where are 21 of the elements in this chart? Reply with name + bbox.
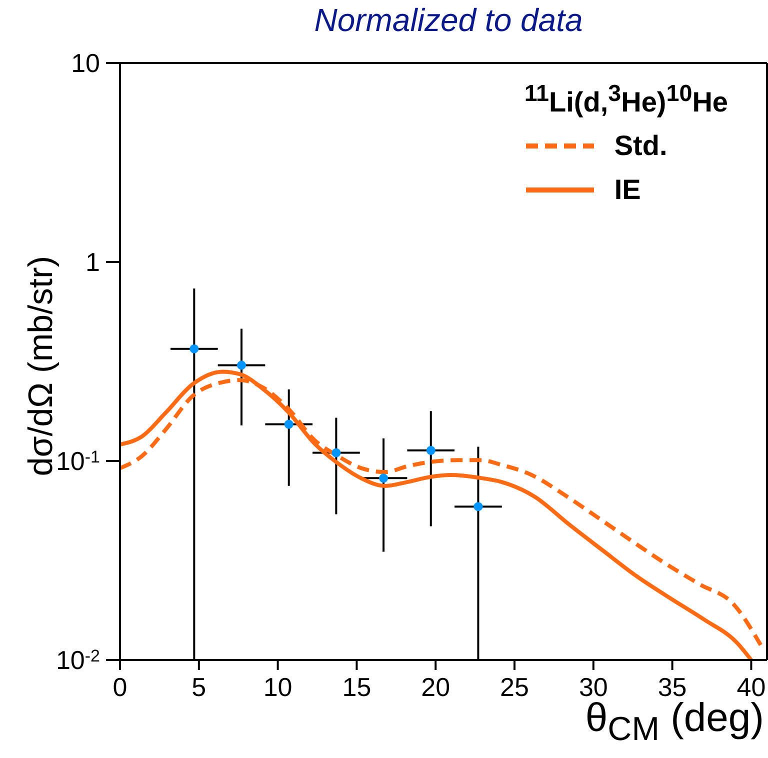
y-tick-label: 10$^{-1}$ [56, 446, 100, 476]
y-tick-label: 10$^{-2}$ [56, 645, 100, 675]
x-tick-label: 20 [421, 672, 450, 702]
legend-label: Std. [614, 130, 668, 162]
point [426, 446, 436, 455]
point [332, 448, 341, 458]
x-tick-label: 5 [192, 672, 206, 702]
legend-title: $^{11}$Li(d,$^{3}$He)$^{10}$He [524, 80, 728, 118]
point [284, 420, 294, 429]
x-tick-label: 15 [342, 672, 372, 702]
legend-label: IE [614, 174, 641, 206]
y-tick-label: 10 [71, 48, 100, 78]
chart-title: Normalized to data [313, 2, 584, 39]
point [474, 502, 483, 512]
x-tick-label: 10 [263, 672, 292, 702]
x-tick-label: 25 [500, 672, 529, 702]
point [190, 344, 199, 354]
x-tick-label: 0 [112, 672, 128, 702]
point [236, 360, 246, 370]
y-tick-label: 1 [86, 247, 100, 277]
point [379, 474, 388, 483]
